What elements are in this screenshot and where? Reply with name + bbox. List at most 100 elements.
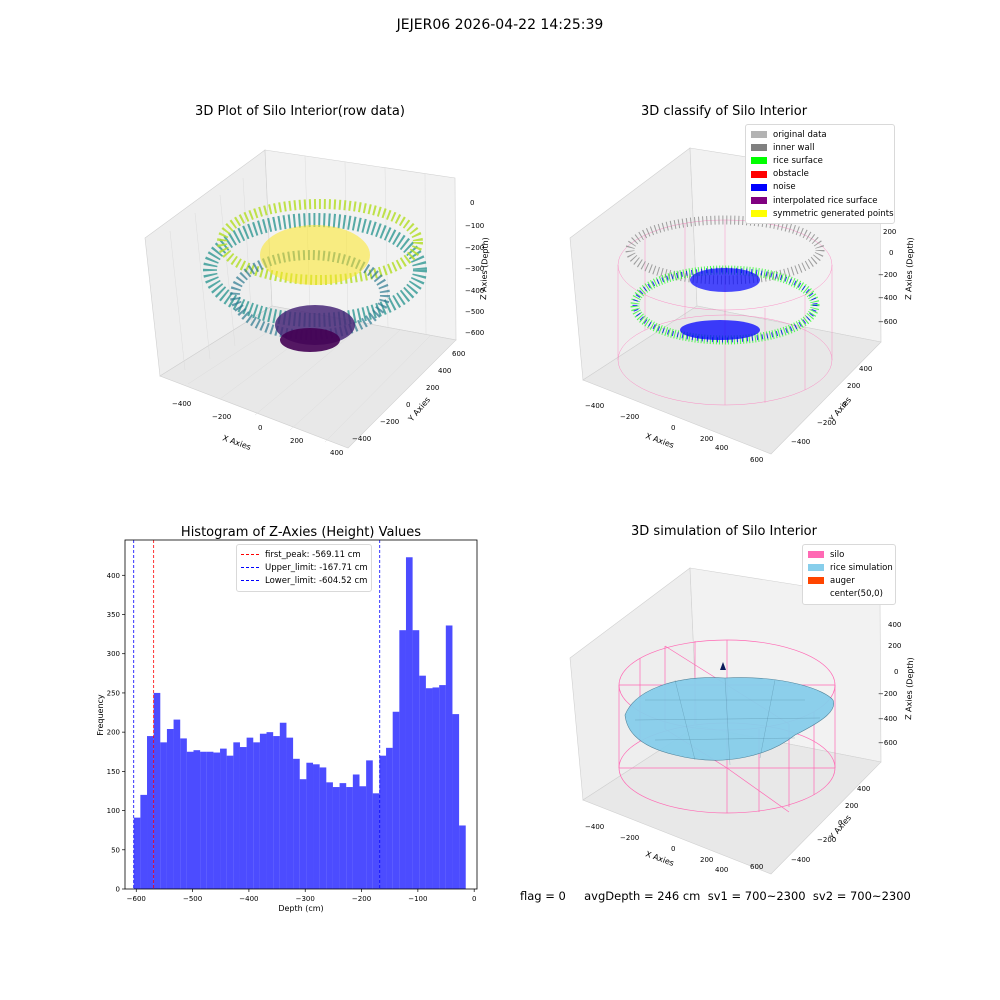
y-tick-label: 400 xyxy=(107,572,120,580)
histogram-bar xyxy=(193,750,201,889)
svg-text:−200: −200 xyxy=(817,836,836,844)
plot-frame xyxy=(124,539,478,890)
histogram-bar xyxy=(166,729,174,889)
histogram-bar xyxy=(246,737,254,889)
classify-legend: original data inner wall rice surface ob… xyxy=(745,124,895,225)
svg-text:−200: −200 xyxy=(620,413,639,421)
histogram-bar xyxy=(299,779,307,889)
histogram-layer: −600 −500 −400 −300 −200 −100 0 0 50 100 150 200 250… xyxy=(107,539,478,903)
histogram-ylabel: Frequency xyxy=(96,694,105,736)
histogram-bar xyxy=(425,688,433,889)
svg-text:−400: −400 xyxy=(172,400,191,408)
histogram-bar xyxy=(279,722,287,889)
histogram-bar xyxy=(259,733,267,889)
svg-text:−500: −500 xyxy=(465,308,484,316)
legend-item: obstacle xyxy=(751,168,889,181)
classify-xlabel: X Axies xyxy=(644,431,675,450)
histogram-bar xyxy=(133,817,141,889)
histogram-legend: first_peak: -569.11 cm Upper_limit: -167… xyxy=(236,544,372,592)
classify-zlabel: Z Axies (Depth) xyxy=(904,237,915,300)
histogram-xlabel: Depth (cm) xyxy=(278,904,323,913)
raw-zlabel: Z Axies (Depth) xyxy=(479,237,490,300)
y-tick-label: 50 xyxy=(111,846,120,854)
histogram-bar xyxy=(220,748,227,889)
svg-text:0: 0 xyxy=(671,845,675,853)
classify-axis-ticks: −400 −200 0 200 400 600 −400 −200 0 200 … xyxy=(585,228,897,464)
svg-text:200: 200 xyxy=(888,642,901,650)
legend-item: first_peak: -569.11 cm xyxy=(241,548,367,561)
svg-text:200: 200 xyxy=(883,228,896,236)
svg-text:−200: −200 xyxy=(465,244,484,252)
legend-swatch xyxy=(808,551,824,559)
status-footer: flag = 0 avgDepth = 246 cm sv1 = 700~230… xyxy=(520,889,911,903)
histogram-bar xyxy=(160,742,167,889)
legend-item: silo xyxy=(808,548,890,561)
svg-text:−400: −400 xyxy=(352,435,371,443)
simulation-ylabel: Y Axies xyxy=(827,813,853,842)
y-tick-label: 0 xyxy=(116,886,120,894)
svg-text:−100: −100 xyxy=(465,222,484,230)
legend-line xyxy=(241,580,259,582)
legend-item: noise xyxy=(751,181,889,194)
histogram-bar xyxy=(379,755,387,889)
legend-swatch xyxy=(808,577,824,585)
histogram-bar xyxy=(392,711,400,889)
svg-text:400: 400 xyxy=(859,365,872,373)
histogram-bar xyxy=(452,714,460,889)
histogram-bar xyxy=(326,782,333,889)
y-tick-label: 350 xyxy=(107,611,120,619)
legend-swatch xyxy=(751,157,767,165)
svg-text:200: 200 xyxy=(426,384,439,392)
x-tick-label: −500 xyxy=(183,895,202,903)
histogram-bar xyxy=(147,736,154,889)
histogram-bar xyxy=(366,760,373,889)
histogram-bar xyxy=(213,752,221,889)
histogram-bar xyxy=(386,747,393,889)
histogram-bar xyxy=(372,793,380,889)
y-tick-label: 200 xyxy=(107,729,120,737)
legend-swatch xyxy=(808,590,824,598)
svg-text:−400: −400 xyxy=(585,823,604,831)
legend-swatch xyxy=(751,197,767,205)
histogram-bar xyxy=(180,738,187,889)
histogram-bar xyxy=(432,687,440,889)
x-tick-label: −200 xyxy=(352,895,371,903)
legend-item: rice simulation xyxy=(808,561,893,574)
svg-text:600: 600 xyxy=(452,350,465,358)
legend-line xyxy=(241,554,259,556)
raw-xlabel: X Axies xyxy=(221,433,252,452)
y-tick-label: 100 xyxy=(107,807,120,815)
x-tick-label: −300 xyxy=(296,895,315,903)
x-tick-label: 0 xyxy=(472,895,476,903)
svg-text:0: 0 xyxy=(894,668,898,676)
histogram-bar xyxy=(266,732,274,889)
svg-text:0: 0 xyxy=(671,424,675,432)
x-tick-label: −100 xyxy=(408,895,427,903)
legend-item: auger xyxy=(808,574,890,587)
svg-text:400: 400 xyxy=(888,621,901,629)
legend-item: inner wall xyxy=(751,141,889,154)
svg-text:400: 400 xyxy=(715,866,728,874)
legend-line xyxy=(241,567,259,569)
raw-point-cloud xyxy=(203,199,427,352)
legend-swatch xyxy=(751,210,767,218)
histogram-plot: Histogram of Z-Axies (Height) Values −60… xyxy=(96,525,478,913)
histogram-bar xyxy=(306,762,314,889)
classify-points xyxy=(625,215,825,345)
histogram-bar xyxy=(405,557,413,889)
svg-text:−600: −600 xyxy=(465,329,484,337)
histogram-bar xyxy=(186,751,194,889)
histogram-bar xyxy=(412,630,420,889)
histogram-bar xyxy=(253,742,260,889)
histogram-bar xyxy=(226,755,234,889)
histogram-bar xyxy=(233,742,240,889)
svg-text:−400: −400 xyxy=(878,715,897,723)
histogram-bar xyxy=(399,630,406,889)
legend-item: rice surface xyxy=(751,154,889,167)
legend-swatch xyxy=(751,170,767,178)
svg-text:0: 0 xyxy=(406,401,410,409)
simulation-legend: silo rice simulation auger center(50,0) xyxy=(802,544,896,605)
histogram-bar xyxy=(286,737,294,889)
y-tick-label: 300 xyxy=(107,650,120,658)
y-tick-label: 150 xyxy=(107,768,120,776)
